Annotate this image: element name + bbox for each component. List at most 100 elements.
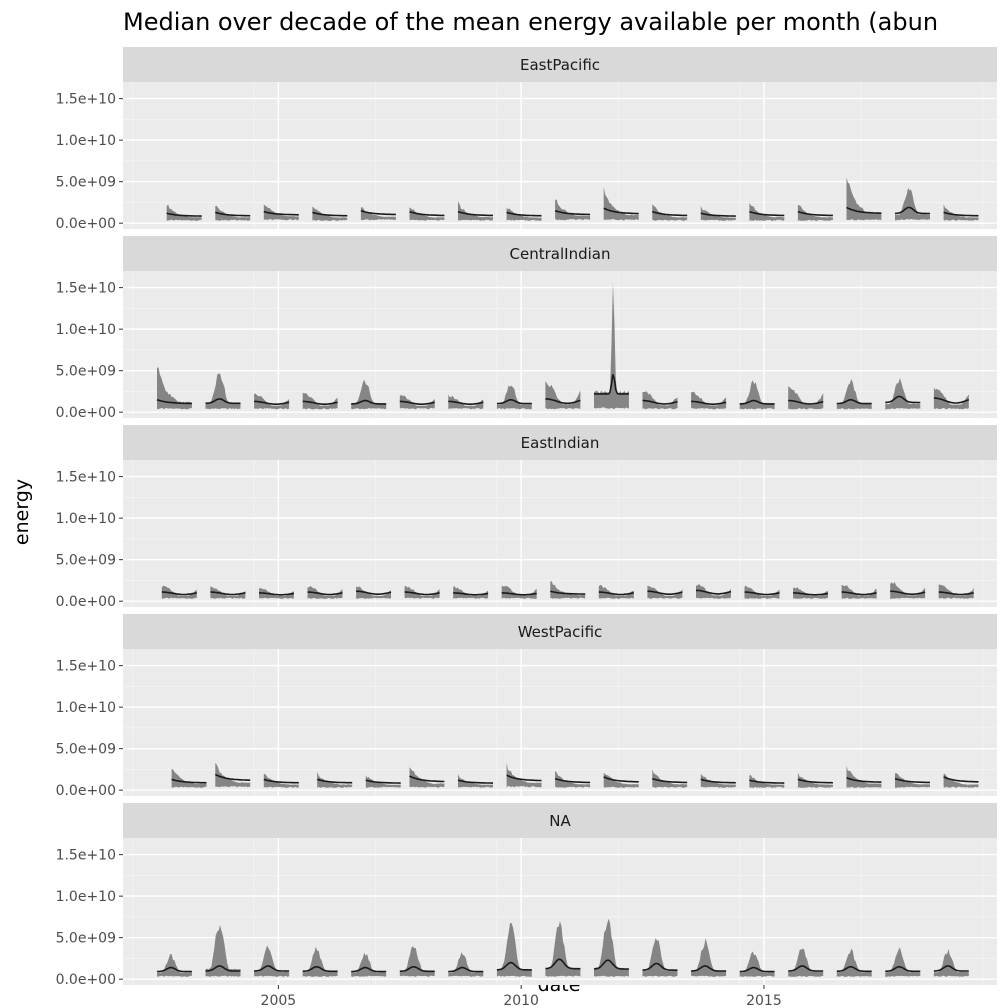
median-line xyxy=(365,779,401,784)
median-line xyxy=(749,210,785,217)
ribbon-area xyxy=(647,585,683,599)
median-line xyxy=(696,589,732,595)
ribbon-area xyxy=(356,586,391,599)
median-line xyxy=(496,399,532,405)
median-line xyxy=(254,965,290,972)
ribbon-area xyxy=(700,773,736,788)
y-tick-label: 1.0e+10 xyxy=(56,511,116,527)
ribbon-area xyxy=(506,763,542,788)
ribbon-area xyxy=(555,199,591,221)
y-tick-label: 1.0e+10 xyxy=(56,133,116,149)
ribbon-area xyxy=(885,378,921,410)
median-line xyxy=(156,966,192,973)
ribbon-area xyxy=(458,774,493,788)
ribbon-area xyxy=(171,769,207,788)
median-line xyxy=(836,966,872,973)
median-line xyxy=(933,397,970,404)
median-line xyxy=(594,374,629,395)
median-line xyxy=(652,777,688,784)
ribbon-area xyxy=(788,948,824,977)
median-line xyxy=(933,965,969,972)
median-line xyxy=(404,591,440,596)
median-line xyxy=(749,779,785,784)
median-line xyxy=(545,958,581,970)
facet-panels: EastPacific0.0e+005.0e+091.0e+101.5e+10C… xyxy=(56,47,997,988)
median-line xyxy=(894,206,930,215)
facet-strip xyxy=(123,614,997,649)
ribbon-area xyxy=(895,187,930,221)
facet-strip-label: WestPacific xyxy=(518,623,603,641)
ribbon-area xyxy=(603,772,639,788)
panel-background xyxy=(123,649,997,796)
ribbon-area xyxy=(215,762,251,788)
ribbon-area xyxy=(409,767,445,788)
median-line xyxy=(259,592,295,596)
median-line xyxy=(943,776,979,783)
median-line xyxy=(302,966,338,973)
ribbon-area xyxy=(700,205,736,221)
ribbon-area xyxy=(453,586,489,599)
median-line xyxy=(885,395,921,404)
median-line xyxy=(554,209,591,216)
ribbon-area xyxy=(938,584,974,599)
ribbon-area xyxy=(501,585,537,599)
median-line xyxy=(399,966,435,973)
ribbon-area xyxy=(550,581,586,599)
ribbon-area xyxy=(642,391,678,410)
median-line xyxy=(700,778,736,784)
median-line xyxy=(316,778,353,784)
median-line xyxy=(550,590,586,595)
y-tick-label: 5.0e+09 xyxy=(56,742,116,758)
ribbon-area xyxy=(788,386,824,410)
ribbon-area xyxy=(399,394,435,410)
panel-background xyxy=(123,460,997,607)
median-line xyxy=(642,962,678,971)
ribbon-area xyxy=(351,952,387,977)
y-tick-label: 1.5e+10 xyxy=(56,659,116,675)
median-line xyxy=(739,966,775,973)
ribbon-area xyxy=(254,393,290,410)
median-line xyxy=(496,961,532,971)
ribbon-area xyxy=(409,207,445,221)
ribbon-area xyxy=(157,954,192,977)
median-line xyxy=(205,398,241,405)
facet-strip xyxy=(123,803,997,838)
facet-strip xyxy=(123,236,997,271)
median-line xyxy=(788,965,824,972)
y-tick-label: 1.5e+10 xyxy=(56,470,116,486)
median-line xyxy=(263,778,299,784)
ribbon-area xyxy=(846,765,882,788)
ribbon-area xyxy=(749,774,785,788)
median-line xyxy=(890,590,926,595)
ribbon-area xyxy=(652,769,688,788)
x-axis: 2005 2010 2015 xyxy=(261,985,782,1008)
median-line xyxy=(700,212,736,217)
ribbon-area xyxy=(448,952,484,977)
y-tick-label: 5.0e+09 xyxy=(56,364,116,380)
y-tick-label: 1.0e+10 xyxy=(56,889,116,905)
median-line xyxy=(307,591,343,596)
y-tick-label: 0.0e+00 xyxy=(56,783,116,799)
y-tick-label: 5.0e+09 xyxy=(56,553,116,569)
ribbon-area xyxy=(895,773,930,788)
facet-centralindian: CentralIndian 0.0e+00 5.0e+09 1.0e+10 1.5e+1… xyxy=(56,236,997,421)
ribbon-area xyxy=(933,387,969,410)
ribbon-area xyxy=(259,587,294,599)
ribbon-area xyxy=(157,367,192,410)
median-line xyxy=(846,776,882,783)
median-line xyxy=(409,775,445,783)
facet-na: NA 0.0e+00 5.0e+09 1.0e+10 1.5e+10 xyxy=(56,803,997,988)
ribbon-area xyxy=(307,585,343,599)
y-tick-label: 0.0e+00 xyxy=(56,405,116,421)
median-line xyxy=(360,209,396,216)
ribbon-area xyxy=(263,204,299,221)
y-tick-label: 1.5e+10 xyxy=(56,92,116,108)
median-line xyxy=(788,399,824,405)
ribbon-area xyxy=(841,584,877,599)
facet-eastpacific: EastPacific 0.0e+00 5.0e+09 1.0e+10 1.5e+10 xyxy=(56,47,997,232)
median-line xyxy=(351,966,387,973)
median-line xyxy=(554,777,591,784)
median-line xyxy=(254,400,290,405)
facet-westpacific: WestPacific 0.0e+00 5.0e+09 1.0e+10 1.5e+10 xyxy=(56,614,997,799)
ribbon-area xyxy=(317,772,353,788)
